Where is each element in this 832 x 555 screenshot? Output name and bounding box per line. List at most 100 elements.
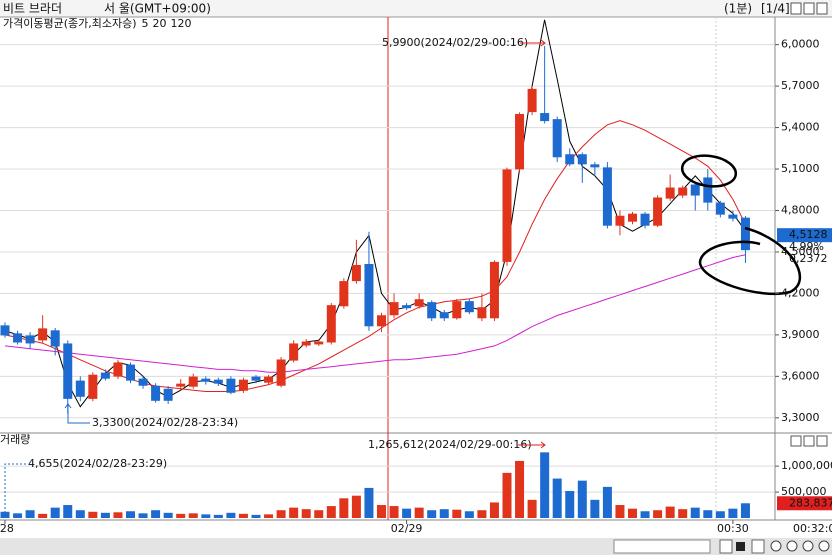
annotation-arrow bbox=[518, 441, 546, 449]
volume-bar bbox=[100, 512, 110, 518]
volume-bar bbox=[0, 511, 10, 518]
button[interactable] bbox=[770, 540, 782, 552]
volume-bar bbox=[251, 514, 261, 518]
candle-body bbox=[740, 217, 750, 251]
y-tick-label: 5,4000 bbox=[781, 121, 820, 134]
y-tick-label: 3,9000 bbox=[781, 328, 820, 341]
volume-bar bbox=[489, 502, 499, 518]
button[interactable] bbox=[786, 540, 798, 552]
legend-entry: 20 bbox=[153, 17, 167, 30]
candle-body bbox=[690, 184, 700, 196]
candle-body bbox=[276, 359, 286, 386]
candle-body bbox=[113, 362, 123, 377]
button[interactable] bbox=[751, 539, 765, 554]
candle-body bbox=[75, 380, 85, 397]
volume-bar bbox=[414, 507, 424, 518]
y-tick-label: 3,6000 bbox=[781, 369, 820, 382]
volume-buttons[interactable] bbox=[790, 435, 828, 447]
candle-body bbox=[715, 202, 725, 215]
volume-bar bbox=[226, 512, 236, 518]
y-tick-label: 500,000 bbox=[781, 485, 827, 498]
candle-body bbox=[100, 372, 110, 379]
volume-bar bbox=[552, 478, 562, 518]
volume-bar bbox=[276, 510, 286, 518]
candle-body bbox=[665, 187, 675, 199]
header-interval: (1분) bbox=[724, 2, 752, 16]
candle-body bbox=[565, 154, 575, 165]
candle-body bbox=[0, 325, 10, 336]
y-tick-label: 4,8000 bbox=[781, 203, 820, 216]
volume-bar bbox=[377, 505, 386, 518]
candle-body bbox=[502, 169, 512, 262]
candle-body bbox=[477, 307, 487, 319]
grid-layer bbox=[0, 44, 775, 493]
volume-box bbox=[777, 496, 832, 511]
candle-body bbox=[176, 383, 186, 387]
y-tick-label: 3,3000 bbox=[781, 411, 820, 424]
candle-body bbox=[628, 213, 637, 222]
volume-bar bbox=[339, 498, 349, 518]
volume-bar bbox=[715, 511, 725, 518]
volume-bar bbox=[176, 513, 186, 518]
button[interactable] bbox=[802, 540, 814, 552]
candle-body bbox=[326, 305, 336, 343]
annotation: 4,655(2024/02/28-23:29) bbox=[28, 457, 167, 470]
candle-body bbox=[377, 315, 386, 327]
volume-bar bbox=[427, 510, 437, 518]
volume-bar bbox=[138, 513, 148, 518]
volume-bar bbox=[577, 480, 587, 518]
candle-body bbox=[38, 328, 48, 341]
candle-body bbox=[188, 376, 198, 387]
button[interactable] bbox=[803, 2, 815, 15]
volume-bar bbox=[678, 509, 688, 518]
volume-bar bbox=[527, 499, 537, 518]
y-tick-label: 6,0000 bbox=[781, 38, 820, 51]
volume-bar bbox=[515, 460, 525, 518]
candle-body bbox=[351, 264, 361, 282]
volume-bar bbox=[565, 491, 575, 518]
volume-bar bbox=[477, 510, 487, 518]
candle-body bbox=[314, 341, 324, 345]
candle-body bbox=[577, 154, 587, 165]
volume-bar bbox=[464, 511, 474, 518]
volume-bar bbox=[264, 514, 274, 518]
candle-body bbox=[728, 214, 738, 219]
window-buttons[interactable] bbox=[790, 2, 828, 15]
price-box-label: 4,5128 bbox=[789, 228, 828, 241]
annotation: 3,3300(2024/02/28-23:34) bbox=[92, 416, 238, 429]
annotation-leader bbox=[4, 463, 26, 518]
scroll-thumb[interactable] bbox=[613, 539, 711, 554]
header-name: 비트 브라더 bbox=[3, 2, 62, 16]
button[interactable] bbox=[790, 2, 802, 15]
annotation-arrow bbox=[520, 39, 546, 47]
button[interactable] bbox=[790, 435, 802, 447]
candle-body bbox=[364, 263, 374, 327]
y-tick-label: 5,1000 bbox=[781, 162, 820, 175]
candle-body bbox=[678, 187, 688, 196]
button[interactable] bbox=[803, 435, 815, 447]
volume-bar bbox=[163, 512, 173, 518]
volume-bar bbox=[690, 507, 700, 518]
annotation: 5,9900(2024/02/29-00:16) bbox=[382, 36, 528, 49]
candle-body bbox=[527, 88, 537, 113]
button[interactable] bbox=[736, 542, 745, 551]
button[interactable] bbox=[816, 2, 828, 15]
candle-body bbox=[452, 301, 462, 319]
volume-bar bbox=[389, 506, 399, 518]
volume-bar bbox=[653, 510, 663, 518]
candle-body bbox=[602, 167, 612, 226]
legend-entry: 5 bbox=[142, 17, 149, 30]
button[interactable] bbox=[816, 435, 828, 447]
candle-body bbox=[238, 379, 248, 391]
toolbar[interactable] bbox=[719, 539, 830, 554]
candle-body bbox=[213, 379, 223, 384]
button[interactable] bbox=[719, 539, 733, 554]
volume-bar bbox=[201, 514, 211, 518]
header-bar bbox=[0, 0, 832, 17]
candle-body bbox=[653, 197, 663, 226]
button[interactable] bbox=[818, 540, 830, 552]
y-tick-label: 4,5000 bbox=[781, 245, 820, 258]
header-page: [1/4] bbox=[761, 2, 790, 16]
volume-bar bbox=[113, 512, 123, 518]
